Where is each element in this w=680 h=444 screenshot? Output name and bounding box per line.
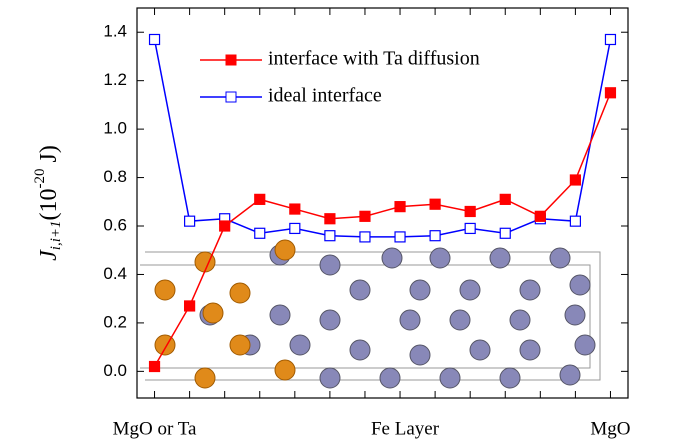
x-tick-label: MgO (590, 418, 630, 439)
y-tick-label: 0.2 (103, 312, 127, 331)
legend-marker (225, 54, 237, 66)
data-point (569, 174, 581, 186)
y-axis-label: Ji,i+1(10-20 J) (32, 145, 64, 261)
y-tick-label: 1.0 (103, 119, 127, 138)
data-point (254, 227, 266, 239)
data-point (184, 215, 196, 227)
data-point (429, 198, 441, 210)
y-label-part: J (36, 249, 62, 261)
data-point (604, 33, 617, 46)
data-point (148, 33, 161, 46)
data-point (324, 230, 336, 242)
data-point (499, 227, 511, 239)
y-tick-label: 1.2 (103, 70, 127, 89)
series-line (153, 92, 612, 367)
data-point (569, 215, 581, 227)
y-label-part: -20 (32, 168, 48, 188)
y-tick-label: 1.4 (103, 22, 127, 41)
data-point (604, 87, 617, 99)
data-point (289, 222, 301, 235)
x-axis-label: Fe Layer (371, 418, 440, 439)
y-tick-label: 0.0 (103, 361, 127, 380)
legend-marker (225, 91, 237, 103)
legend-label: ideal interface (268, 85, 382, 107)
data-point (464, 205, 476, 218)
data-point (184, 300, 196, 312)
data-point (359, 210, 371, 222)
data-point (429, 230, 441, 242)
data-point (148, 360, 161, 373)
y-tick-label: 0.6 (103, 215, 127, 234)
data-point (394, 231, 406, 243)
data-point (464, 222, 476, 235)
data-point (359, 231, 371, 243)
y-label-part: (10 (36, 188, 62, 220)
legend-label: interface with Ta diffusion (268, 48, 480, 70)
data-point (534, 210, 546, 222)
y-tick-label: 0.4 (103, 264, 127, 283)
data-point (219, 220, 231, 232)
y-label-part: J) (36, 145, 62, 168)
x-tick-label: MgO or Ta (113, 418, 197, 439)
inset-structure (140, 239, 601, 389)
data-point (324, 213, 336, 225)
data-point (289, 203, 301, 215)
data-point (499, 193, 511, 205)
data-point (254, 193, 266, 205)
y-tick-label: 0.8 (103, 167, 127, 186)
y-label-part: i,i+1 (48, 220, 64, 250)
plot-frame (136, 7, 629, 399)
data-point (394, 201, 406, 213)
